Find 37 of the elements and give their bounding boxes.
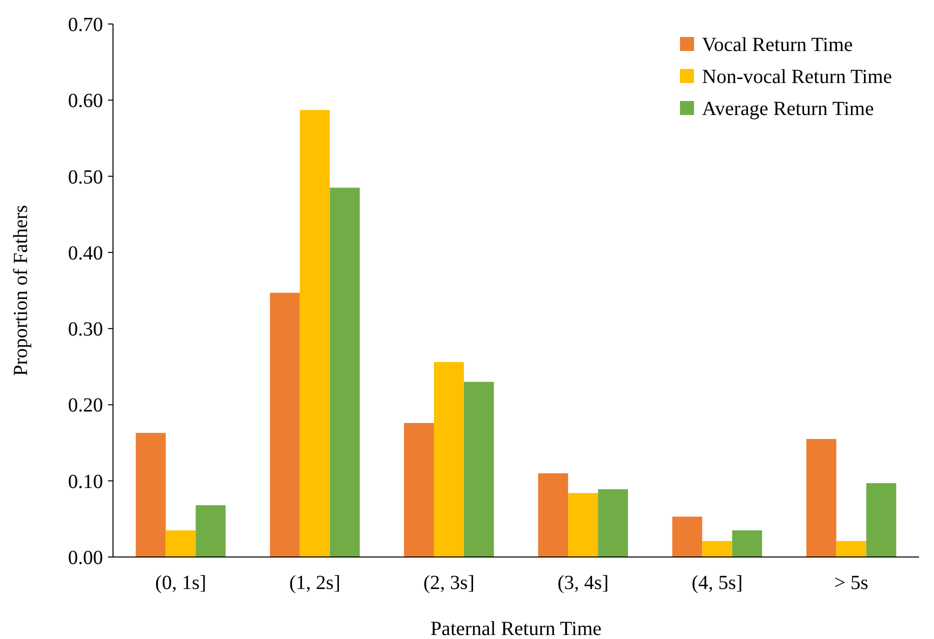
- bar: [404, 422, 434, 557]
- y-tick-label: 0.30: [68, 318, 103, 341]
- bar: [270, 292, 300, 557]
- bar: [866, 483, 896, 557]
- legend-label: Non-vocal Return Time: [702, 66, 892, 88]
- bar: [136, 432, 166, 557]
- x-tick-label: > 5s: [834, 572, 869, 594]
- x-tick-label: (0, 1s]: [155, 572, 206, 594]
- legend-label: Average Return Time: [702, 98, 874, 120]
- bar: [300, 110, 330, 557]
- x-tick-label: (4, 5s]: [692, 572, 743, 594]
- bar: [166, 530, 196, 557]
- bar: [568, 493, 598, 557]
- y-tick-label: 0.40: [68, 242, 103, 264]
- legend-label: Vocal Return Time: [702, 34, 853, 56]
- bar: [196, 505, 226, 557]
- bar: [434, 362, 464, 557]
- x-tick-label: (3, 4s]: [558, 572, 609, 594]
- y-tick-label: 0.20: [68, 394, 103, 417]
- bar: [464, 382, 494, 557]
- bar: [806, 438, 836, 557]
- x-axis-title: Paternal Return Time: [430, 618, 602, 639]
- bar: [672, 516, 702, 557]
- bar: [732, 530, 762, 557]
- bar: [598, 489, 628, 557]
- bar: [538, 473, 568, 557]
- y-tick-label: 0.10: [68, 470, 103, 493]
- y-tick-label: 0.60: [68, 90, 103, 112]
- x-tick-label: (2, 3s]: [423, 572, 474, 594]
- x-tick-label: (1, 2s]: [289, 572, 340, 594]
- y-tick-label: 0.50: [68, 166, 103, 188]
- y-tick-label: 0.00: [68, 547, 103, 569]
- y-axis-title: Proportion of Fathers: [10, 204, 32, 376]
- bar: [330, 188, 360, 557]
- bar: [702, 541, 732, 557]
- bar: [836, 541, 866, 557]
- y-tick-label: 0.70: [68, 14, 103, 36]
